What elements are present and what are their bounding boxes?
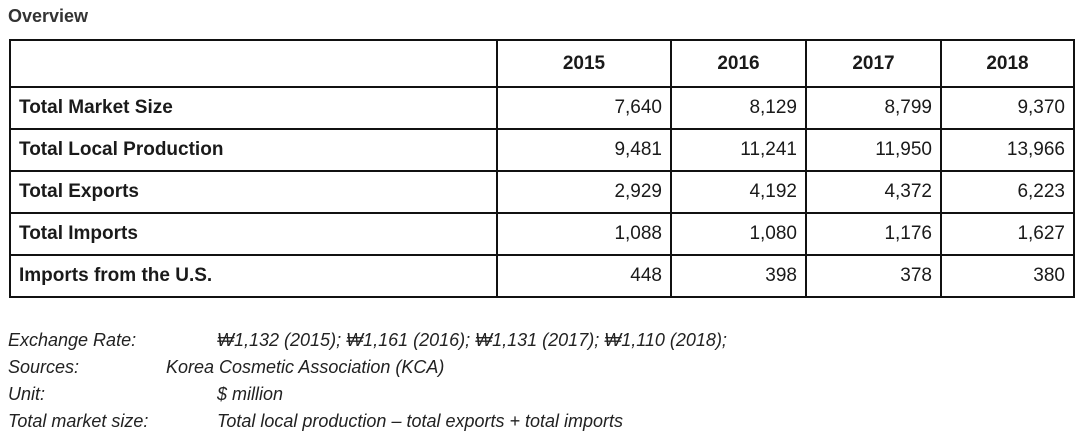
header-cell-2018: 2018 [940, 39, 1075, 88]
table-cell: 6,223 [940, 170, 1075, 214]
table-row: Total Local Production 9,481 11,241 11,9… [9, 128, 1075, 172]
table-cell: 398 [670, 254, 807, 298]
table-cell: 8,799 [805, 86, 942, 130]
table-cell: 1,176 [805, 212, 942, 256]
note-key: Sources: [8, 357, 80, 377]
table-header-row: 2015 2016 2017 2018 [9, 39, 1075, 88]
table-cell: 11,241 [670, 128, 807, 172]
table-cell: 448 [496, 254, 672, 298]
note-key: Exchange Rate: [8, 330, 137, 350]
table-cell: 9,481 [496, 128, 672, 172]
note-value: ₩1,132 (2015); ₩1,161 (2016); ₩1,131 (20… [217, 330, 727, 350]
table-row: Imports from the U.S. 448 398 378 380 [9, 254, 1075, 298]
table-cell: 11,950 [805, 128, 942, 172]
table-cell: 7,640 [496, 86, 672, 130]
header-cell-2017: 2017 [805, 39, 942, 88]
row-label: Total Local Production [9, 128, 498, 172]
table-cell: 1,080 [670, 212, 807, 256]
table-row: Total Exports 2,929 4,192 4,372 6,223 [9, 170, 1075, 214]
table-cell: 8,129 [670, 86, 807, 130]
table-cell: 1,627 [940, 212, 1075, 256]
table-cell: 380 [940, 254, 1075, 298]
page-title: Overview [8, 6, 89, 26]
table-cell: 1,088 [496, 212, 672, 256]
header-cell-2016: 2016 [670, 39, 807, 88]
row-label: Total Exports [9, 170, 498, 214]
note-value: Korea Cosmetic Association (KCA) [166, 357, 445, 377]
table-cell: 4,192 [670, 170, 807, 214]
table-row: Total Market Size 7,640 8,129 8,799 9,37… [9, 86, 1075, 130]
table-cell: 4,372 [805, 170, 942, 214]
note-key: Total market size: [8, 411, 149, 431]
header-cell-empty [9, 39, 498, 88]
note-value: $ million [217, 384, 284, 404]
note-key: Unit: [8, 384, 46, 404]
table-cell: 378 [805, 254, 942, 298]
note-value: Total local production – total exports +… [217, 411, 624, 431]
row-label: Total Imports [9, 212, 498, 256]
table-cell: 9,370 [940, 86, 1075, 130]
row-label: Total Market Size [9, 86, 498, 130]
table-row: Total Imports 1,088 1,080 1,176 1,627 [9, 212, 1075, 256]
header-cell-2015: 2015 [496, 39, 672, 88]
table-cell: 2,929 [496, 170, 672, 214]
row-label: Imports from the U.S. [9, 254, 498, 298]
overview-table: 2015 2016 2017 2018 Total Market Size 7,… [9, 39, 1075, 298]
table-cell: 13,966 [940, 128, 1075, 172]
